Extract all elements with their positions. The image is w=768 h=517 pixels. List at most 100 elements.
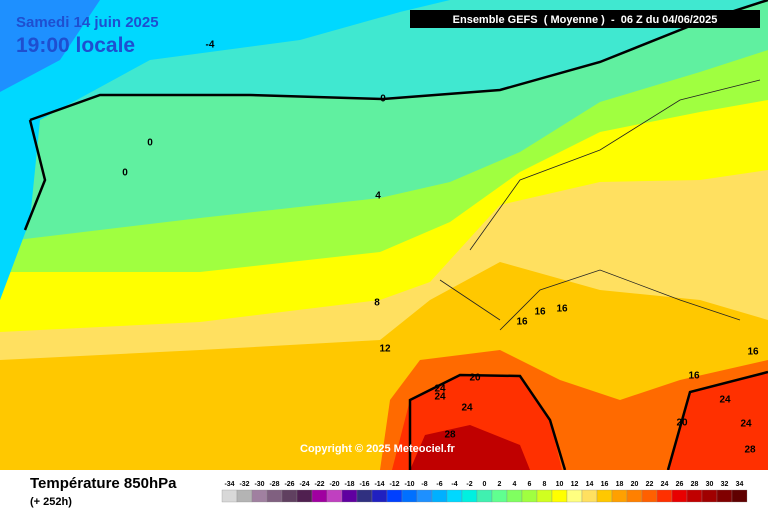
band bbox=[0, 0, 450, 300]
legend: -34 -32 -30 -28 -26 -24 -22 -20 -18 -16 -14 -12 -10-… bbox=[221, 481, 748, 503]
legend-swatch bbox=[506, 489, 523, 503]
legend-label: 20 bbox=[631, 481, 639, 488]
contour-line bbox=[408, 370, 768, 471]
legend-swatch bbox=[656, 489, 673, 503]
contour-label: 24 bbox=[461, 403, 473, 414]
legend-swatch bbox=[686, 489, 703, 503]
legend-label: 24 bbox=[661, 481, 669, 488]
legend-label: -26 bbox=[284, 481, 294, 488]
contour-label: 24 bbox=[434, 392, 446, 403]
legend-label: -4 bbox=[451, 481, 457, 488]
contour-label: 28 bbox=[444, 430, 456, 441]
legend-swatch bbox=[731, 489, 748, 503]
legend-swatch bbox=[326, 489, 343, 503]
contour-label: 20 bbox=[469, 373, 481, 384]
contour-label: 24 bbox=[719, 395, 731, 406]
legend-swatch bbox=[716, 489, 733, 503]
legend-label: 22 bbox=[646, 481, 654, 488]
legend-swatch bbox=[341, 489, 358, 503]
legend-label: 26 bbox=[676, 481, 684, 488]
legend-swatch bbox=[566, 489, 583, 503]
legend-swatch bbox=[281, 489, 298, 503]
contour-label: 0 bbox=[380, 94, 386, 105]
legend-swatch bbox=[431, 489, 448, 503]
legend-swatch bbox=[311, 489, 328, 503]
contour-label: 20 bbox=[676, 418, 688, 429]
legend-label: 8 bbox=[543, 481, 547, 488]
date: Samedi 14 juin 2025 bbox=[16, 14, 159, 31]
legend-label: 12 bbox=[571, 481, 579, 488]
copyright: Copyright © 2025 Meteociel.fr bbox=[300, 443, 456, 455]
contour-label: 0 bbox=[122, 168, 128, 179]
model: Ensemble GEFS ( Moyenne ) - 06 Z du 04/0… bbox=[453, 14, 718, 26]
legend-swatch bbox=[626, 489, 643, 503]
legend-swatch bbox=[416, 489, 433, 503]
legend-swatch bbox=[461, 489, 478, 503]
contour-label: 24 bbox=[740, 419, 752, 430]
legend-label: 28 bbox=[691, 481, 699, 488]
legend-swatch bbox=[476, 489, 493, 503]
contour-label: -4 bbox=[206, 40, 215, 51]
legend-label: -28 bbox=[269, 481, 279, 488]
legend-label: 14 bbox=[586, 481, 594, 488]
legend-swatch bbox=[611, 489, 628, 503]
contour-label: 28 bbox=[744, 445, 756, 456]
legend-label: -10 bbox=[404, 481, 414, 488]
contour-label: 24 bbox=[434, 384, 446, 395]
legend-swatch bbox=[356, 489, 373, 503]
legend-swatch bbox=[581, 489, 598, 503]
legend-label: -2 bbox=[466, 481, 472, 488]
legend-label: -30 bbox=[254, 481, 264, 488]
legend-label: 10 bbox=[556, 481, 564, 488]
contour-label: 0 bbox=[147, 138, 153, 149]
footer-lead: (+ 252h) bbox=[30, 496, 72, 508]
band bbox=[668, 372, 768, 470]
legend-label: -8 bbox=[421, 481, 427, 488]
legend-swatch bbox=[491, 489, 508, 503]
legend-label: 30 bbox=[706, 481, 714, 488]
legend-label: 0 bbox=[483, 481, 487, 488]
legend-label: 18 bbox=[616, 481, 624, 488]
contour-label: 16 bbox=[516, 317, 528, 328]
legend-swatch bbox=[266, 489, 283, 503]
legend-label: -20 bbox=[329, 481, 339, 488]
legend-swatch bbox=[371, 489, 388, 503]
legend-swatch bbox=[536, 489, 553, 503]
legend-label: -32 bbox=[239, 481, 249, 488]
legend-label: -34 bbox=[224, 481, 234, 488]
legend-label: -22 bbox=[314, 481, 324, 488]
legend-label: -14 bbox=[374, 481, 384, 488]
legend-swatch bbox=[386, 489, 403, 503]
model-box bbox=[410, 10, 760, 28]
contour-label: 16 bbox=[534, 307, 546, 318]
legend-swatch bbox=[596, 489, 613, 503]
legend-label: 6 bbox=[528, 481, 532, 488]
legend-swatch bbox=[251, 489, 268, 503]
legend-swatch bbox=[671, 489, 688, 503]
time: 19:00 locale bbox=[16, 34, 135, 57]
legend-label: 4 bbox=[513, 481, 517, 488]
contour-label: 16 bbox=[556, 304, 568, 315]
legend-label: -6 bbox=[436, 481, 442, 488]
legend-swatch bbox=[236, 489, 253, 503]
contour-line bbox=[23, 0, 768, 231]
legend-swatch bbox=[641, 489, 658, 503]
band bbox=[0, 0, 100, 92]
legend-label: 34 bbox=[736, 481, 744, 488]
legend-label: -16 bbox=[359, 481, 369, 488]
legend-label: -24 bbox=[299, 481, 309, 488]
legend-swatch bbox=[401, 489, 418, 503]
contour-label: 16 bbox=[688, 371, 700, 382]
legend-swatch bbox=[701, 489, 718, 503]
contour-label: 4 bbox=[375, 191, 381, 202]
legend-swatch bbox=[221, 489, 238, 503]
legend-label: 16 bbox=[601, 481, 609, 488]
contour-label: 16 bbox=[747, 347, 759, 358]
legend-swatch bbox=[296, 489, 313, 503]
legend-label: 32 bbox=[721, 481, 729, 488]
legend-label: -12 bbox=[389, 481, 399, 488]
legend-swatch bbox=[551, 489, 568, 503]
legend-swatch bbox=[446, 489, 463, 503]
